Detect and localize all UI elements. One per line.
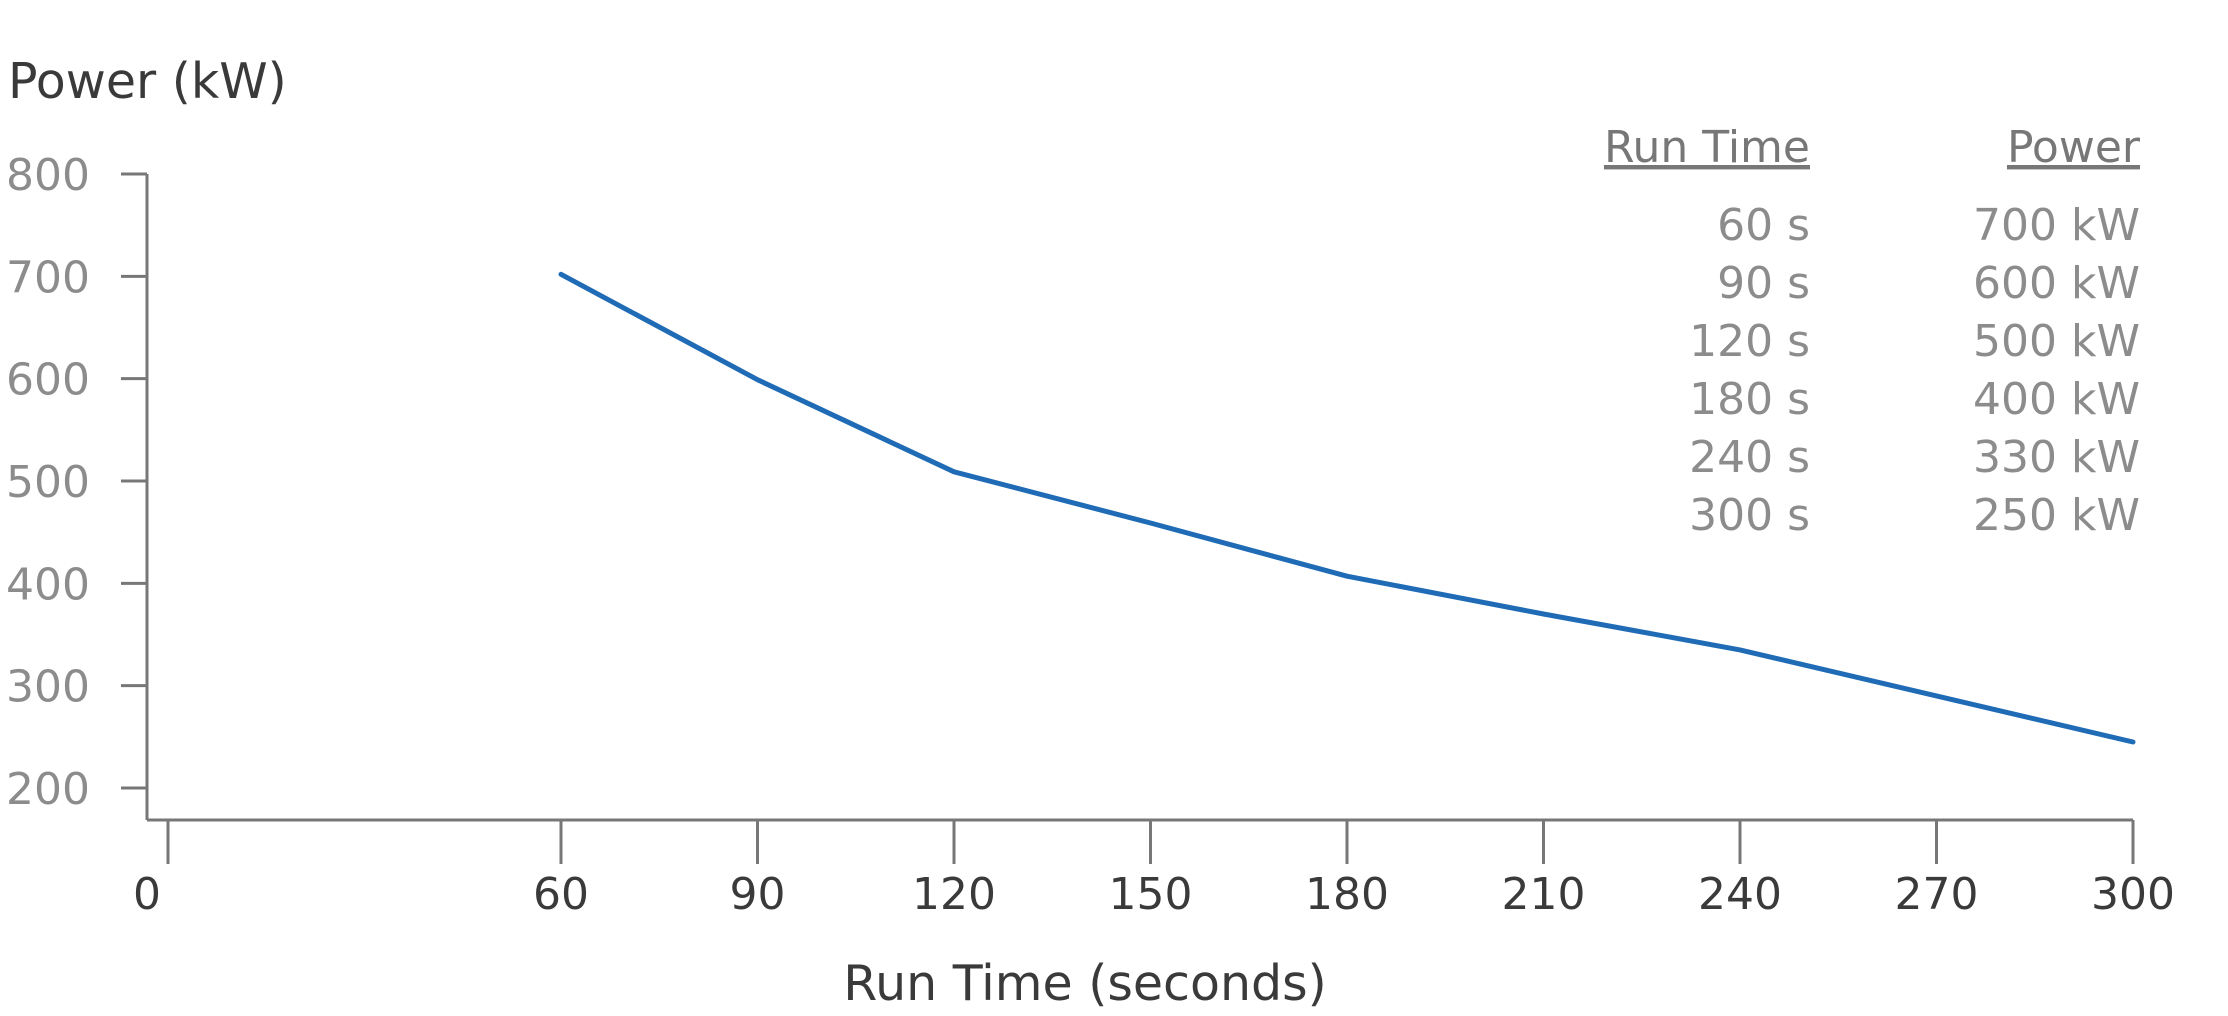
y-tick-label: 600 — [6, 355, 90, 406]
y-tick-label: 800 — [6, 150, 90, 201]
table-cell-run-time: 180 s — [1689, 374, 1810, 425]
y-tick-label: 300 — [6, 662, 90, 713]
x-tick-label: 150 — [1109, 869, 1193, 920]
table-cell-power: 500 kW — [1973, 316, 2140, 367]
x-tick-label: 0 — [133, 869, 161, 920]
table-cell-power: 330 kW — [1973, 432, 2140, 483]
table-cell-power: 700 kW — [1973, 200, 2140, 251]
axes — [145, 174, 2133, 822]
x-axis-title: Run Time (seconds) — [843, 955, 1327, 1012]
table-cell-power: 400 kW — [1973, 374, 2140, 425]
x-tick-label: 60 — [533, 869, 589, 920]
table-header-run-time: Run Time — [1604, 122, 1810, 173]
y-axis-ticks: 200 300 400 500 600 700 800 — [6, 150, 147, 815]
table-cell-power: 250 kW — [1973, 490, 2140, 541]
y-axis-title: Power (kW) — [8, 53, 287, 110]
y-tick-label: 700 — [6, 252, 90, 303]
y-tick-label: 200 — [6, 764, 90, 815]
x-tick-label: 240 — [1698, 869, 1782, 920]
table-cell-run-time: 60 s — [1717, 200, 1810, 251]
x-axis-ticks: 0 60 90 120 150 180 210 240 270 300 — [133, 820, 2175, 920]
table-cell-run-time: 300 s — [1689, 490, 1810, 541]
table-cell-run-time: 240 s — [1689, 432, 1810, 483]
x-tick-label: 90 — [730, 869, 786, 920]
x-tick-label: 270 — [1895, 869, 1979, 920]
x-tick-label: 300 — [2091, 869, 2175, 920]
x-tick-label: 120 — [912, 869, 996, 920]
table-cell-power: 600 kW — [1973, 258, 2140, 309]
series-layer — [558, 271, 2136, 745]
data-table: Run Time Power 60 s 700 kW 90 s 600 kW 120 s 50… — [1604, 122, 2141, 541]
table-cell-run-time: 120 s — [1689, 316, 1810, 367]
series-line — [558, 271, 2136, 745]
table-cell-run-time: 90 s — [1717, 258, 1810, 309]
y-tick-label: 500 — [6, 457, 90, 508]
table-header-power: Power — [2007, 122, 2141, 173]
x-tick-label: 180 — [1305, 869, 1389, 920]
y-tick-label: 400 — [6, 559, 90, 610]
x-tick-label: 210 — [1502, 869, 1586, 920]
